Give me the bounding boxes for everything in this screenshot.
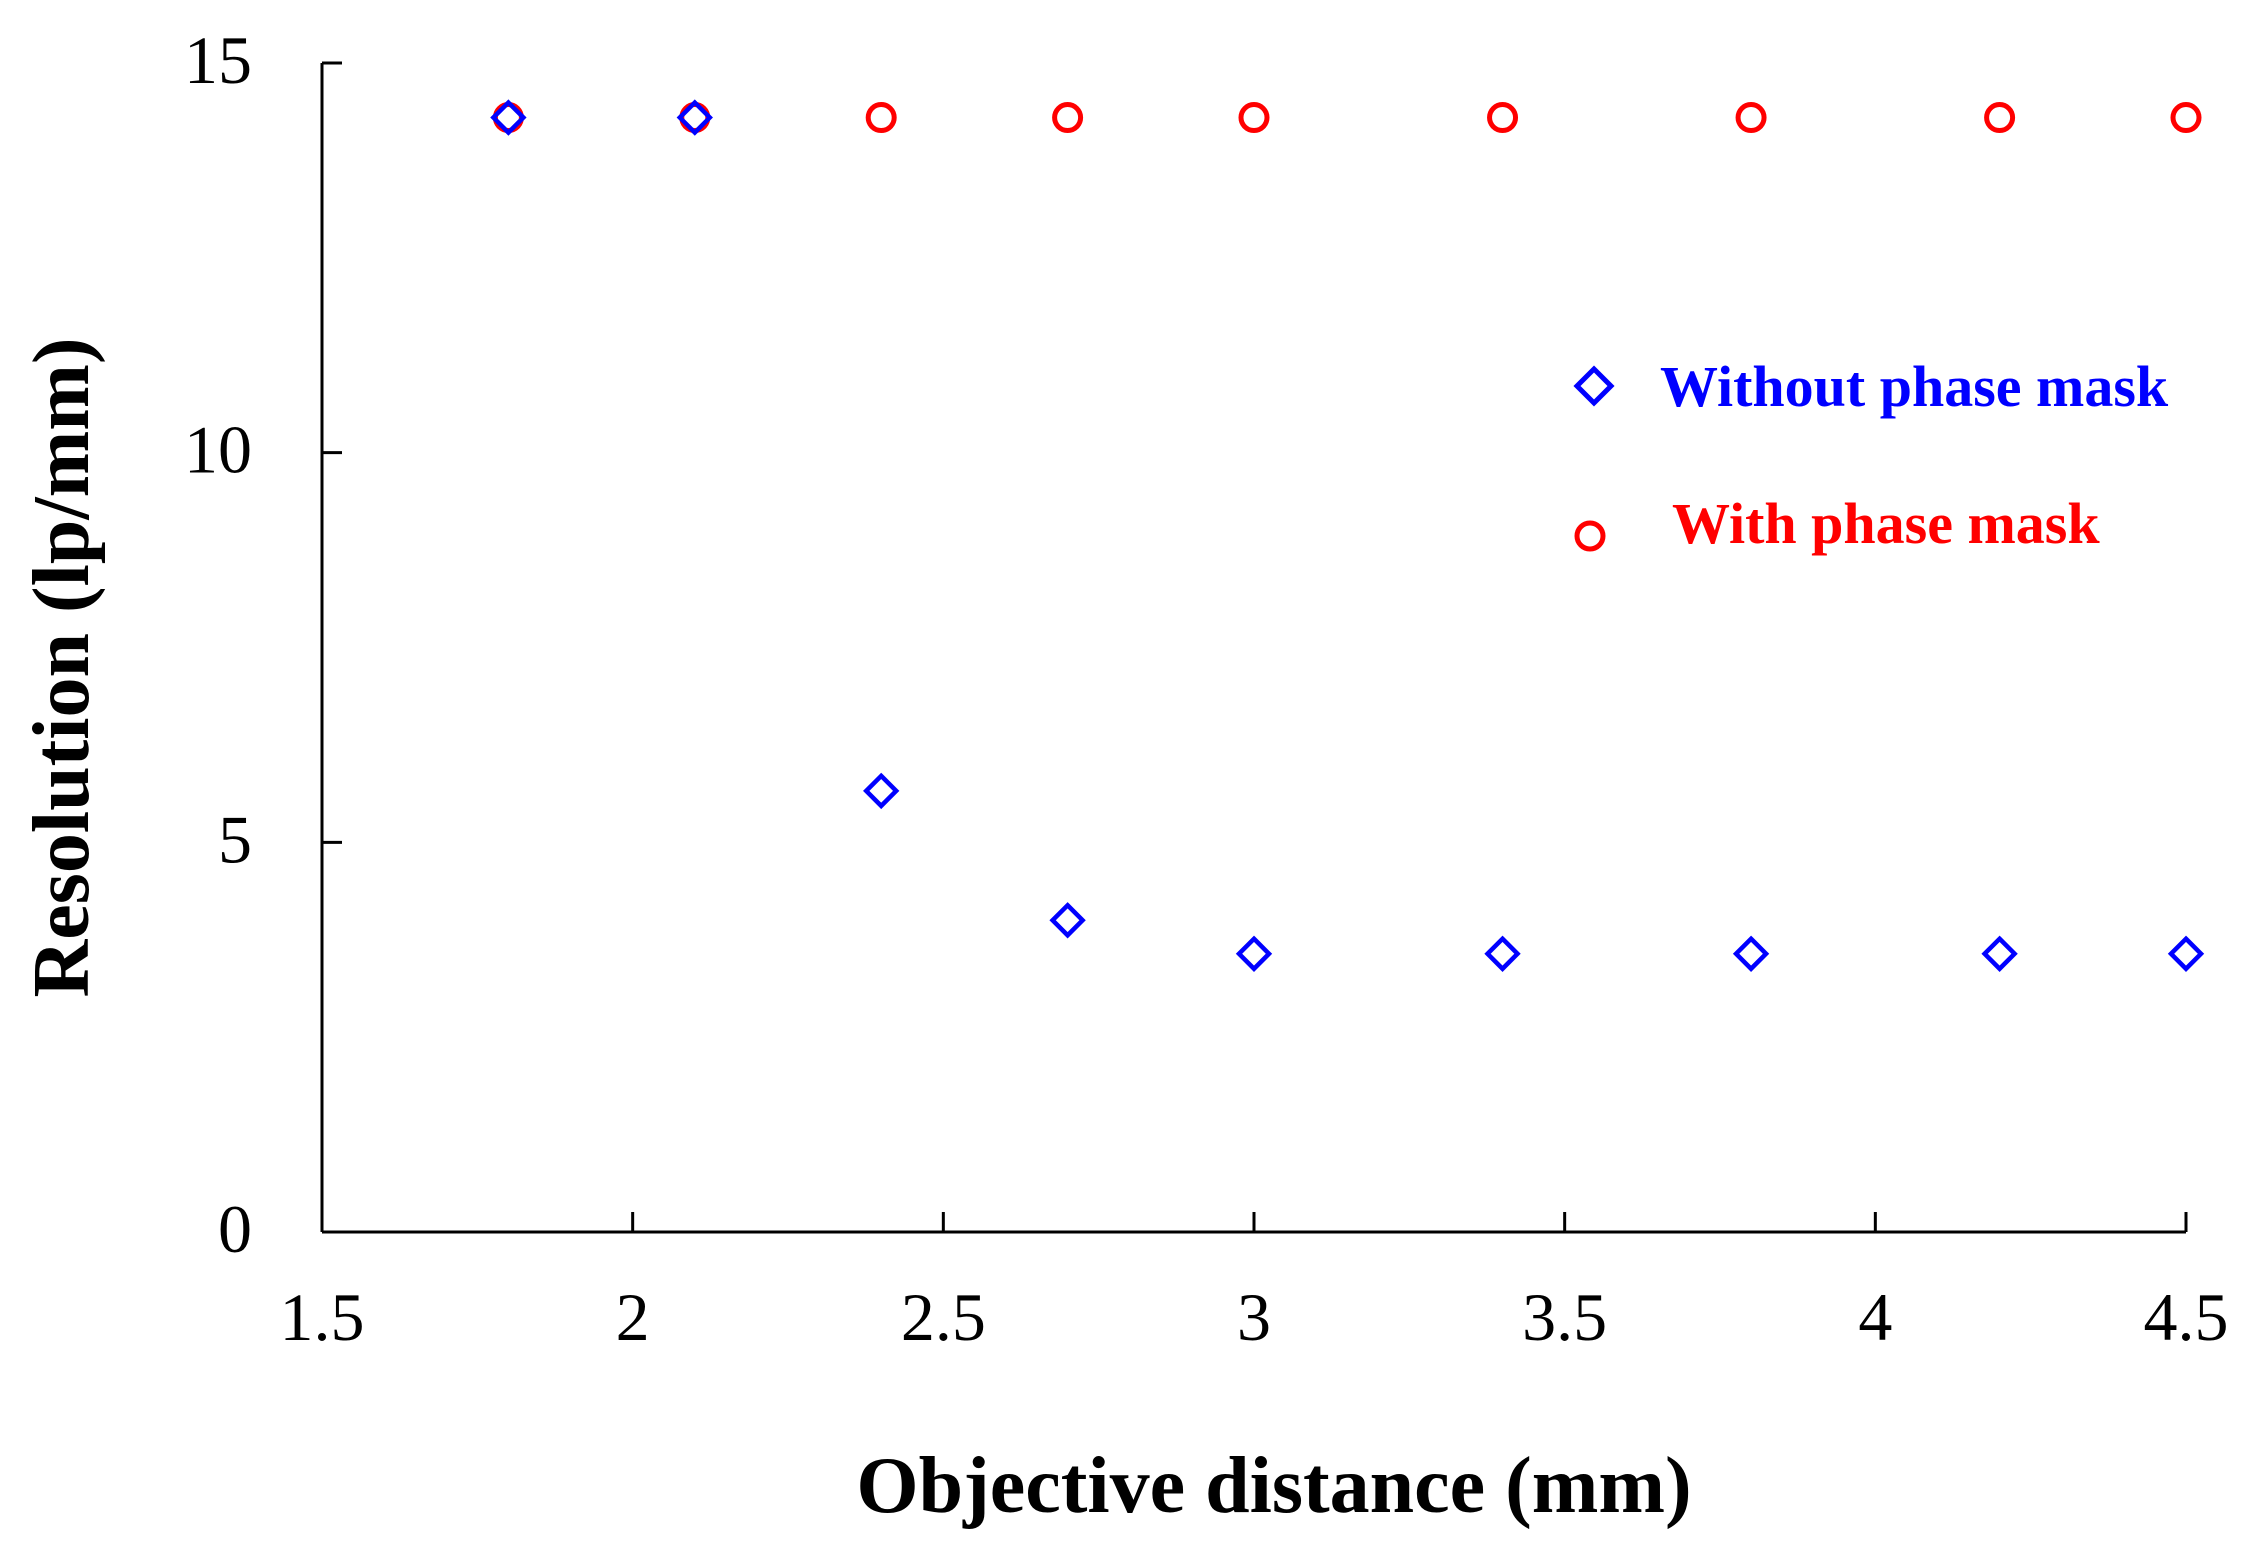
x-tick-label: 3 xyxy=(1237,1279,1271,1355)
legend-label-without-phase-mask: Without phase mask xyxy=(1660,354,2169,419)
point-without-phase-mask xyxy=(2167,935,2205,972)
point-without-phase-mask xyxy=(1235,935,1273,972)
y-tick-label: 0 xyxy=(218,1191,252,1267)
x-tick-label: 2.5 xyxy=(901,1279,986,1355)
y-ticks: 0 5 10 15 xyxy=(184,22,342,1267)
legend-item-with-phase-mask: With phase mask xyxy=(1574,491,2100,556)
y-tick-label: 15 xyxy=(184,22,252,98)
x-ticks: 1.5 2 2.5 3 3.5 4 4.5 xyxy=(280,1212,2229,1355)
point-with-phase-mask xyxy=(1052,102,1084,134)
legend-circle-marker xyxy=(1574,520,1606,552)
point-with-phase-mask xyxy=(1487,102,1519,134)
point-with-phase-mask xyxy=(492,102,524,134)
x-axis-title: Objective distance (mm) xyxy=(856,1442,1691,1530)
x-tick-label: 4.5 xyxy=(2144,1279,2229,1355)
point-with-phase-mask xyxy=(2170,102,2202,134)
point-with-phase-mask xyxy=(1735,102,1767,134)
x-tick-label: 2 xyxy=(616,1279,650,1355)
point-with-phase-mask xyxy=(1238,102,1270,134)
point-without-phase-mask xyxy=(1484,935,1521,972)
point-without-phase-mask xyxy=(1981,935,2018,972)
axes xyxy=(320,63,2186,1234)
legend: Without phase mask With phase mask xyxy=(1573,354,2169,556)
legend-item-without-phase-mask: Without phase mask xyxy=(1573,354,2169,419)
point-with-phase-mask xyxy=(1984,102,2016,134)
point-with-phase-mask xyxy=(679,102,711,134)
x-tick-label: 3.5 xyxy=(1522,1279,1607,1355)
point-with-phase-mask xyxy=(865,102,897,134)
point-without-phase-mask xyxy=(863,772,900,810)
y-tick-label: 5 xyxy=(218,801,252,877)
point-without-phase-mask xyxy=(1732,935,1770,972)
legend-diamond-marker xyxy=(1573,365,1615,407)
y-axis-title: Resolution (lp/mm) xyxy=(18,338,106,998)
point-without-phase-mask xyxy=(490,99,527,136)
point-without-phase-mask xyxy=(1049,902,1086,939)
point-without-phase-mask xyxy=(676,99,713,136)
x-tick-label: 4 xyxy=(1858,1279,1892,1355)
y-tick-label: 10 xyxy=(184,412,252,488)
series-layer xyxy=(490,99,2205,972)
x-tick-label: 1.5 xyxy=(280,1279,365,1355)
legend-label-with-phase-mask: With phase mask xyxy=(1672,491,2100,556)
